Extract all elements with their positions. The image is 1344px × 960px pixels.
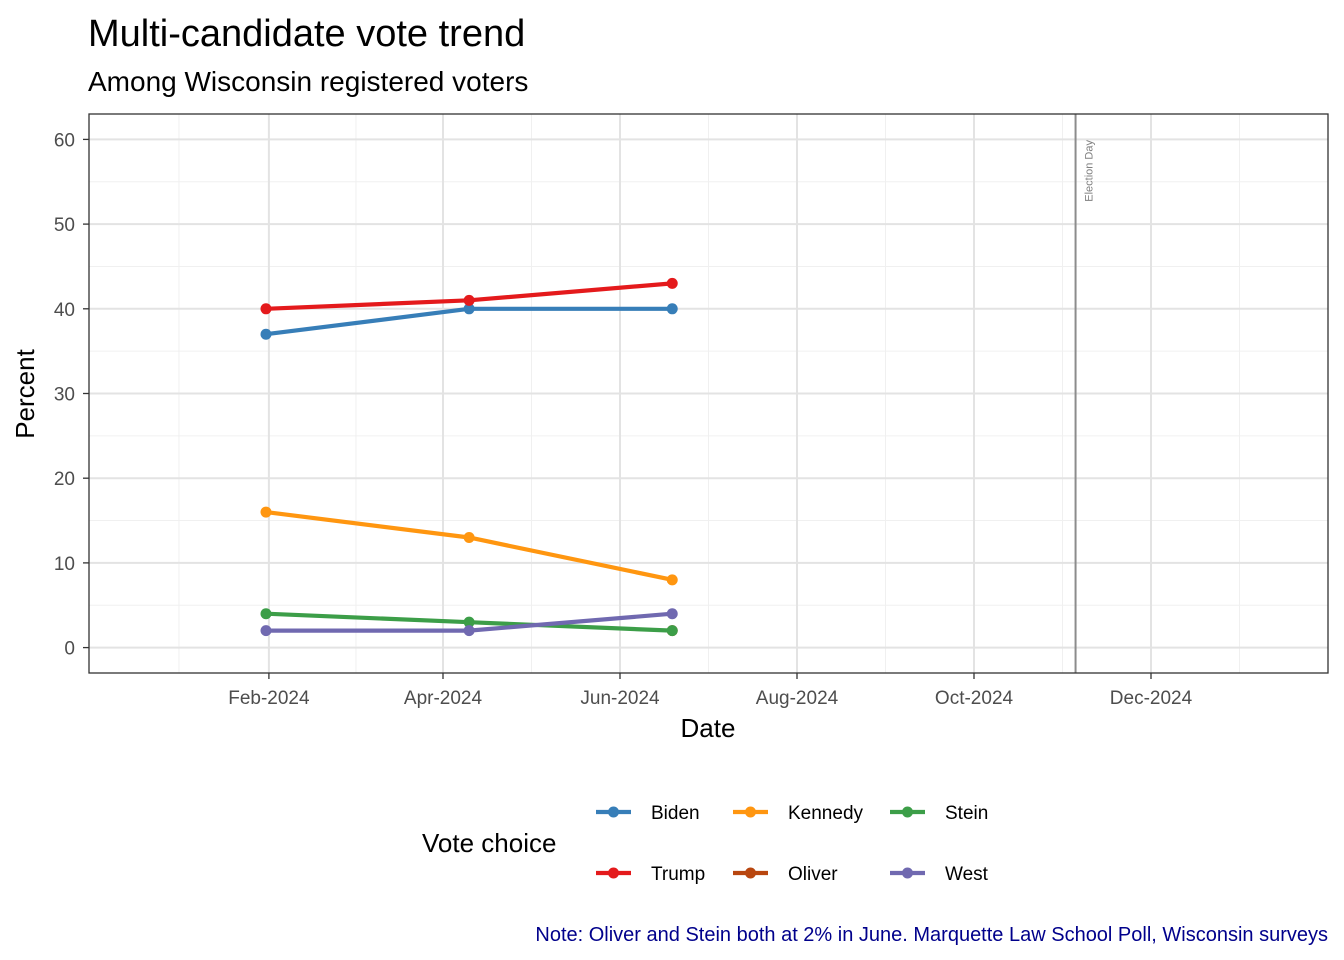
point-west	[260, 625, 272, 637]
chart-title: Multi-candidate vote trend	[88, 13, 525, 55]
caption: Note: Oliver and Stein both at 2% in Jun…	[535, 924, 1328, 946]
point-stein	[260, 608, 272, 620]
legend-point-trump	[608, 867, 619, 879]
y-axis: 0 10 20 30 40 50 60	[54, 130, 89, 660]
legend-label-biden: Biden	[651, 803, 700, 824]
point-kennedy	[463, 531, 475, 543]
point-biden	[463, 303, 475, 315]
legend-label-stein: Stein	[945, 803, 988, 824]
legend-point-west	[902, 867, 913, 879]
y-tick-label: 20	[54, 469, 75, 490]
legend-label-trump: Trump	[651, 864, 705, 885]
y-tick-label: 40	[54, 300, 75, 321]
point-stein	[463, 616, 475, 628]
legend-title: Vote choice	[422, 828, 556, 858]
chart-subtitle: Among Wisconsin registered voters	[88, 66, 528, 97]
plot-panel: Election Day	[88, 113, 1329, 674]
legend-key-biden: Biden	[596, 803, 700, 824]
point-biden	[666, 303, 678, 315]
legend-point-kennedy	[745, 806, 756, 818]
y-tick-label: 0	[64, 639, 75, 660]
point-biden	[260, 328, 272, 340]
x-tick-label: Feb-2024	[228, 688, 310, 709]
point-stein	[666, 625, 678, 637]
point-west	[666, 608, 678, 620]
y-tick-label: 30	[54, 385, 75, 406]
y-axis-title: Percent	[10, 348, 40, 438]
legend-label-west: West	[945, 864, 989, 885]
point-trump	[463, 294, 475, 306]
legend-key-west: West	[890, 864, 989, 885]
legend-point-oliver	[745, 867, 756, 879]
legend-point-biden	[608, 806, 619, 818]
legend-point-stein	[902, 806, 913, 818]
x-tick-label: Aug-2024	[756, 688, 839, 709]
point-trump	[666, 277, 678, 289]
legend-key-oliver: Oliver	[733, 864, 838, 885]
x-tick-label: Apr-2024	[404, 688, 483, 709]
legend-key-kennedy: Kennedy	[733, 803, 864, 824]
legend-key-trump: Trump	[596, 864, 705, 885]
election-day-label: Election Day	[1084, 140, 1096, 202]
x-tick-label: Jun-2024	[580, 688, 660, 709]
point-trump	[260, 303, 272, 315]
x-tick-label: Dec-2024	[1110, 688, 1193, 709]
x-axis-title: Date	[681, 713, 736, 743]
y-tick-label: 50	[54, 215, 75, 236]
y-tick-label: 60	[54, 130, 75, 151]
y-tick-label: 10	[54, 554, 75, 575]
legend: Biden Kennedy Stein Trump Oliver West	[596, 803, 989, 885]
legend-key-stein: Stein	[890, 803, 988, 824]
legend-label-kennedy: Kennedy	[788, 803, 864, 824]
legend-label-oliver: Oliver	[788, 864, 838, 885]
x-axis: Feb-2024 Apr-2024 Jun-2024 Aug-2024 Oct-2024…	[228, 673, 1193, 709]
x-tick-label: Oct-2024	[935, 688, 1014, 709]
point-kennedy	[260, 506, 272, 518]
point-west	[463, 625, 475, 637]
point-kennedy	[666, 574, 678, 586]
